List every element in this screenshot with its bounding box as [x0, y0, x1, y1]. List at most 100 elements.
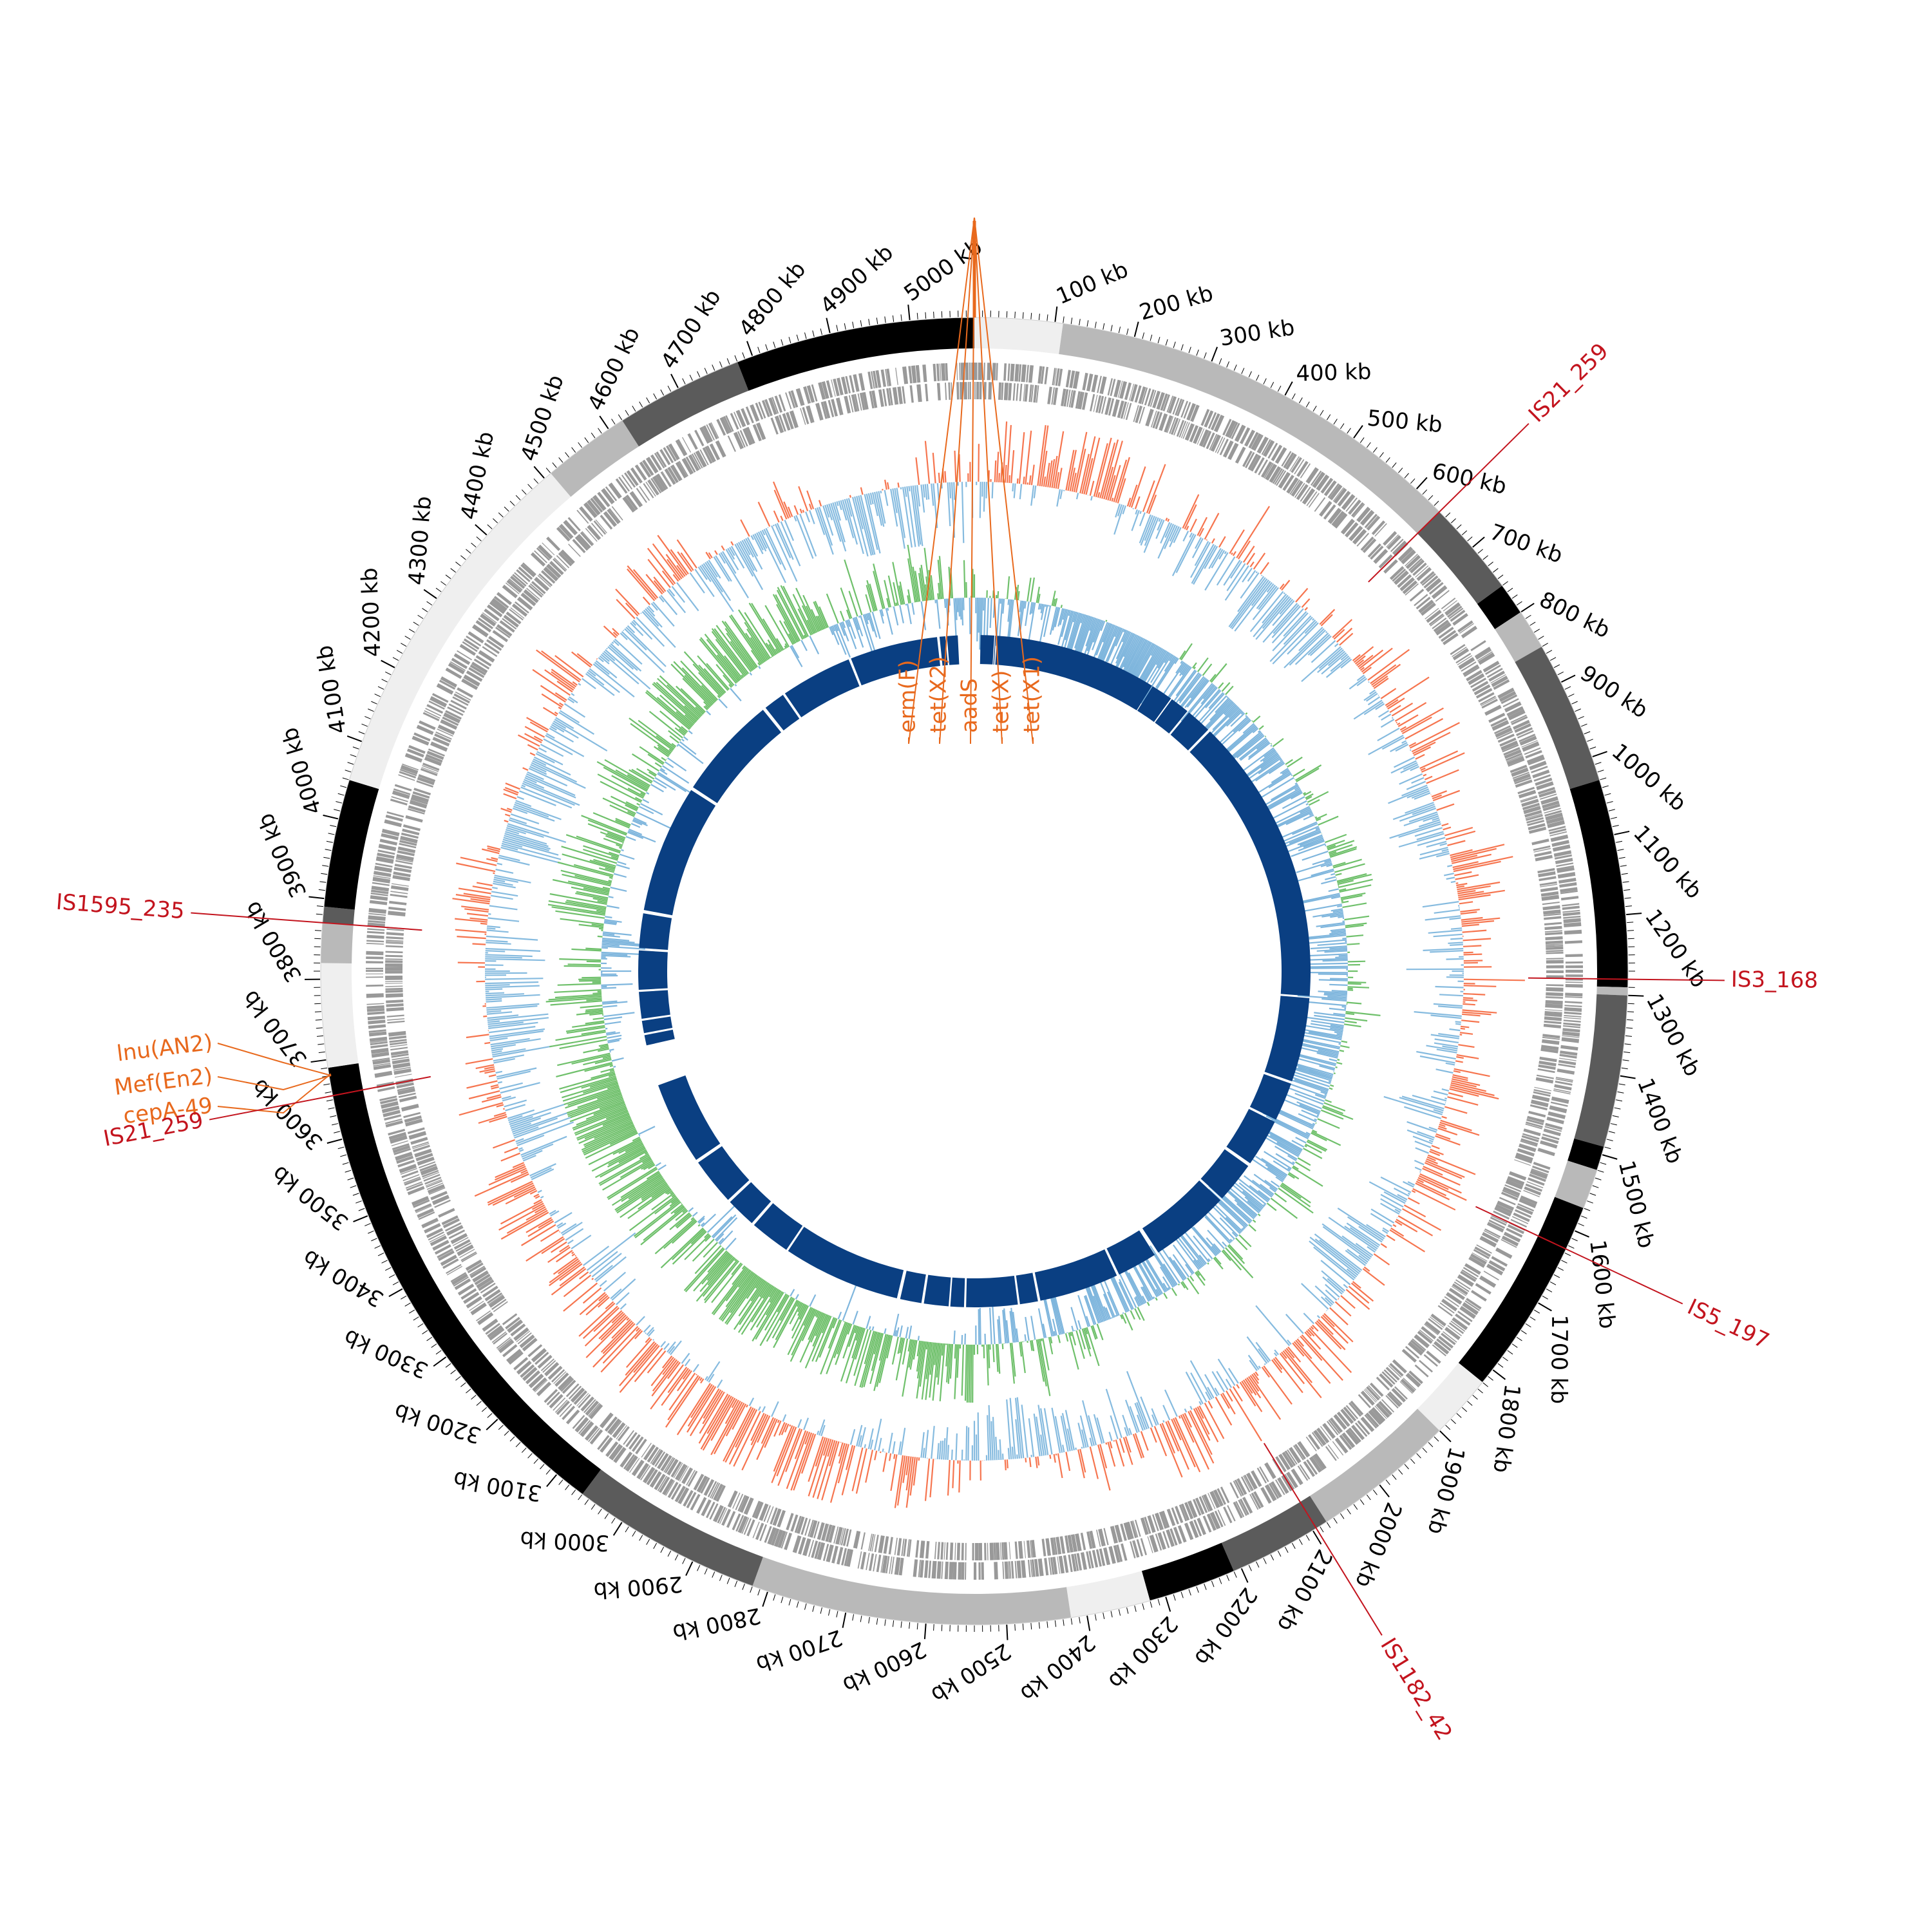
minor-tick — [660, 389, 665, 396]
minor-tick — [900, 314, 902, 321]
contig-segment — [322, 906, 355, 925]
minor-tick — [591, 432, 596, 439]
minor-tick — [804, 332, 807, 339]
minor-tick — [1467, 1401, 1473, 1406]
minor-tick — [925, 312, 927, 319]
tick-label: 4300 kb — [404, 495, 437, 586]
minor-tick — [1173, 341, 1176, 348]
minor-tick — [1079, 319, 1081, 326]
minor-tick — [460, 1382, 466, 1387]
minor-tick — [1118, 327, 1121, 334]
minor-tick — [385, 671, 392, 676]
minor-tick — [325, 1091, 332, 1094]
minor-tick — [852, 321, 855, 328]
minor-tick — [1359, 1499, 1365, 1505]
minor-tick — [361, 723, 368, 727]
is-leader-line — [1263, 1443, 1383, 1636]
minor-tick — [632, 405, 636, 412]
minor-tick — [1530, 1316, 1536, 1321]
synteny-block — [765, 695, 800, 731]
synteny-block — [993, 636, 996, 665]
synteny-ring — [638, 635, 1311, 1307]
minor-tick — [521, 489, 527, 495]
minor-tick — [909, 1622, 911, 1629]
major-tick — [826, 317, 831, 334]
tick-label: 900 kb — [1575, 660, 1652, 723]
synteny-block — [788, 1227, 904, 1298]
minor-tick — [1180, 344, 1184, 351]
minor-tick — [1627, 922, 1634, 923]
minor-tick — [1204, 352, 1207, 359]
minor-tick — [788, 337, 791, 343]
arg-label: tet(X1) — [1019, 656, 1045, 733]
tick-label: 4800 kb — [734, 257, 811, 342]
synteny-block — [1137, 686, 1171, 723]
major-tick — [486, 1419, 498, 1431]
minor-tick — [466, 549, 471, 554]
minor-tick — [1602, 785, 1609, 788]
major-tick — [346, 735, 363, 743]
minor-tick — [1571, 1238, 1578, 1242]
major-tick — [612, 1522, 623, 1536]
tick-label: 1400 kb — [1632, 1075, 1688, 1168]
minor-tick — [392, 657, 399, 661]
tick-label: 500 kb — [1366, 405, 1443, 438]
minor-tick — [1340, 423, 1345, 430]
minor-tick — [884, 1619, 886, 1626]
minor-tick — [345, 770, 352, 773]
minor-tick — [1385, 1479, 1390, 1485]
minor-tick — [667, 385, 672, 392]
minor-tick — [487, 1413, 493, 1418]
minor-tick — [591, 1504, 596, 1510]
minor-tick — [1142, 332, 1144, 339]
major-tick — [433, 1356, 447, 1367]
minor-tick — [374, 1245, 381, 1249]
minor-tick — [450, 568, 456, 573]
is-leader-line — [1368, 422, 1530, 583]
tick-label: 4200 kb — [357, 567, 386, 658]
minor-tick — [347, 762, 354, 765]
major-tick — [746, 341, 753, 356]
minor-tick — [1456, 524, 1462, 529]
minor-tick — [1094, 1614, 1097, 1621]
minor-tick — [1467, 536, 1473, 542]
minor-tick — [1568, 694, 1575, 697]
minor-tick — [422, 608, 428, 612]
minor-tick — [1606, 801, 1613, 804]
minor-tick — [476, 1401, 482, 1406]
major-tick — [423, 589, 437, 600]
tick-label: 1000 kb — [1607, 739, 1691, 817]
major-tick — [1575, 1230, 1589, 1238]
minor-tick — [1398, 468, 1403, 473]
minor-tick — [328, 833, 335, 835]
minor-tick — [408, 1309, 415, 1314]
tick-label: 3400 kb — [298, 1244, 388, 1312]
minor-tick — [1180, 1591, 1184, 1598]
minor-tick — [445, 574, 451, 580]
synteny-block — [980, 635, 994, 665]
minor-tick — [426, 1336, 433, 1341]
contig-segment — [1596, 986, 1628, 996]
minor-tick — [900, 1621, 902, 1628]
minor-tick — [431, 1343, 437, 1348]
minor-tick — [317, 1043, 325, 1045]
minor-tick — [1359, 437, 1365, 443]
contig-segment — [1567, 1138, 1604, 1170]
minor-tick — [504, 1430, 509, 1436]
tick-label: 300 kb — [1218, 315, 1296, 352]
arg-label: tet(X) — [989, 670, 1014, 733]
minor-tick — [1507, 587, 1513, 592]
synteny-block — [923, 1274, 951, 1307]
minor-tick — [689, 374, 693, 381]
minor-tick — [1456, 1413, 1462, 1418]
minor-tick — [598, 428, 602, 434]
tick-label: 2300 kb — [1103, 1611, 1183, 1694]
minor-tick — [1422, 1447, 1428, 1453]
minor-tick — [646, 1539, 650, 1545]
minor-tick — [1561, 1260, 1567, 1264]
major-tick — [842, 1612, 847, 1628]
minor-tick — [734, 1580, 738, 1587]
minor-tick — [1392, 462, 1397, 468]
minor-tick — [578, 1494, 583, 1501]
minor-tick — [455, 562, 461, 567]
